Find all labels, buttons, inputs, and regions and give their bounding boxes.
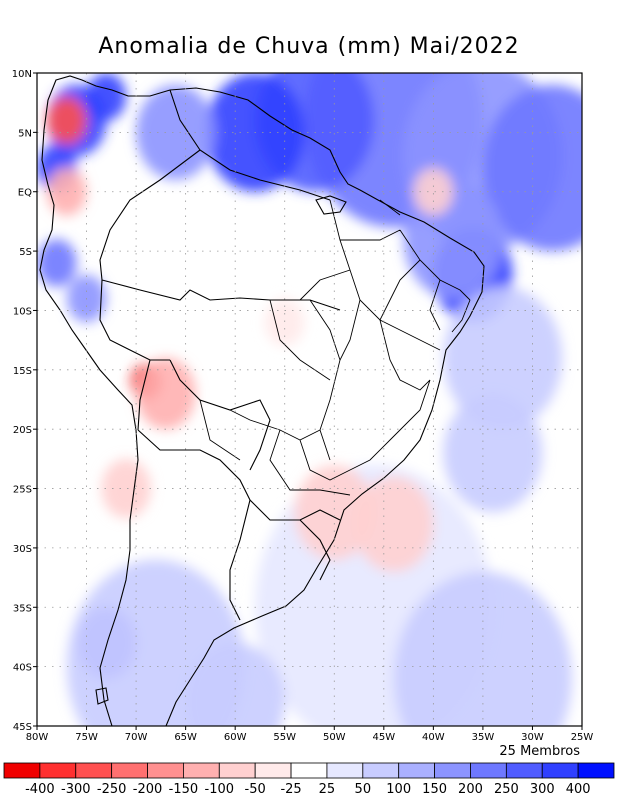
lat-tick-label-35S: 35S <box>13 603 32 614</box>
colorbar-swatch-7 <box>254 762 292 779</box>
land-borders <box>39 75 485 726</box>
colorbar-label-12: 200 <box>458 782 483 797</box>
plot-frame <box>36 72 583 727</box>
anomaly-blob-24 <box>101 458 151 519</box>
lat-tick-label-25S: 25S <box>13 485 32 496</box>
lat-tick-label-15S: 15S <box>13 366 32 377</box>
lon-tick-label-30W: 30W <box>521 732 544 743</box>
anomaly-blob-12 <box>37 239 77 287</box>
map-title: Anomalia de Chuva (mm) Mai/2022 <box>98 34 520 59</box>
colorbar-label-10: 100 <box>386 782 411 797</box>
colorbar-label-8: 25 <box>319 782 336 797</box>
colorbar-label-15: 400 <box>566 782 591 797</box>
colorbar-label-13: 250 <box>494 782 519 797</box>
colorbar-label-0: -400 <box>25 782 55 797</box>
anomaly-blob-21 <box>46 167 87 216</box>
anomaly-blob-7 <box>443 286 563 430</box>
colorbar: -400 -300 -250 -200 -150 -100 -50 -25 25 50 100 150… <box>3 762 615 797</box>
colorbar-swatch-14 <box>505 762 543 779</box>
lat-tick-label-10N: 10N <box>12 69 32 80</box>
colorbar-label-2: -250 <box>97 782 127 797</box>
lon-tick-label-60W: 60W <box>224 732 247 743</box>
colorbar-label-6: -50 <box>245 782 266 797</box>
anomaly-blob-18 <box>393 571 573 726</box>
lon-tick-label-50W: 50W <box>323 732 346 743</box>
south-america-coastline <box>39 75 485 726</box>
colorbar-label-14: 300 <box>530 782 555 797</box>
lon-tick-label-25W: 25W <box>571 732 594 743</box>
members-note: 25 Membros <box>499 744 580 759</box>
anomaly-blob-28 <box>413 167 454 216</box>
anomaly-blob-14 <box>136 84 216 180</box>
colorbar-swatch-11 <box>398 762 435 779</box>
state-borders <box>199 199 471 496</box>
colorbar-label-9: 50 <box>355 782 372 797</box>
colorbar-swatch-6 <box>218 762 256 779</box>
colorbar-label-5: -100 <box>205 782 235 797</box>
anomaly-blob-23 <box>136 357 196 430</box>
colorbar-label-4: -150 <box>169 782 199 797</box>
colorbar-swatch-12 <box>434 762 471 779</box>
lon-tick-label-75W: 75W <box>75 732 98 743</box>
anomaly-field <box>37 73 582 726</box>
colorbar-label-7: -25 <box>280 782 301 797</box>
anomaly-blob-8 <box>443 393 543 513</box>
colorbar-swatch-2 <box>75 762 113 779</box>
anomaly-blob-4 <box>482 84 582 252</box>
colorbar-swatch-15 <box>541 762 579 779</box>
anomaly-blob-25 <box>294 464 374 560</box>
anomaly-blob-19 <box>185 642 285 726</box>
lon-tick-label-70W: 70W <box>125 732 148 743</box>
lon-tick-label-40W: 40W <box>422 732 445 743</box>
colorbar-swatch-13 <box>470 762 507 779</box>
lat-tick-label-40S: 40S <box>13 663 32 674</box>
colorbar-swatch-8 <box>290 762 328 779</box>
lat-lon-grid <box>37 73 582 726</box>
colorbar-swatch-16 <box>577 762 615 779</box>
colorbar-label-3: -200 <box>133 782 163 797</box>
colorbar-label-1: -300 <box>61 782 91 797</box>
lon-tick-label-45W: 45W <box>373 732 396 743</box>
country-borders <box>99 89 341 621</box>
anomaly-blob-26 <box>354 476 434 572</box>
lat-tick-label-20S: 20S <box>13 425 32 436</box>
anomaly-blob-20 <box>46 96 87 145</box>
islands <box>95 195 347 705</box>
axis-ticks: 80W 75W 70W 65W 60W 55W 50W 45W 40W 35W 30W 25W 10N 5… <box>12 69 594 743</box>
colorbar-swatch-0 <box>3 762 41 779</box>
lat-tick-label-5S: 5S <box>19 247 32 258</box>
colorbar-label-11: 150 <box>422 782 447 797</box>
colorbar-swatch-9 <box>326 762 364 779</box>
lat-tick-label-10S: 10S <box>13 306 32 317</box>
colorbar-swatch-1 <box>39 762 77 779</box>
lon-tick-label-80W: 80W <box>26 732 49 743</box>
anomaly-blob-10 <box>86 73 127 121</box>
lat-tick-label-30S: 30S <box>13 544 32 555</box>
lat-tick-label-EQ: EQ <box>18 188 32 199</box>
colorbar-swatch-5 <box>183 762 220 779</box>
lon-tick-label-65W: 65W <box>174 732 197 743</box>
lat-tick-label-5N: 5N <box>18 128 32 139</box>
anomaly-blob-27 <box>264 298 305 347</box>
lon-tick-label-55W: 55W <box>273 732 296 743</box>
colorbar-swatch-10 <box>362 762 400 779</box>
colorbar-swatch-3 <box>111 762 148 779</box>
lon-tick-label-35W: 35W <box>472 732 495 743</box>
colorbar-swatch-4 <box>147 762 184 779</box>
lat-tick-label-45S: 45S <box>13 722 32 733</box>
